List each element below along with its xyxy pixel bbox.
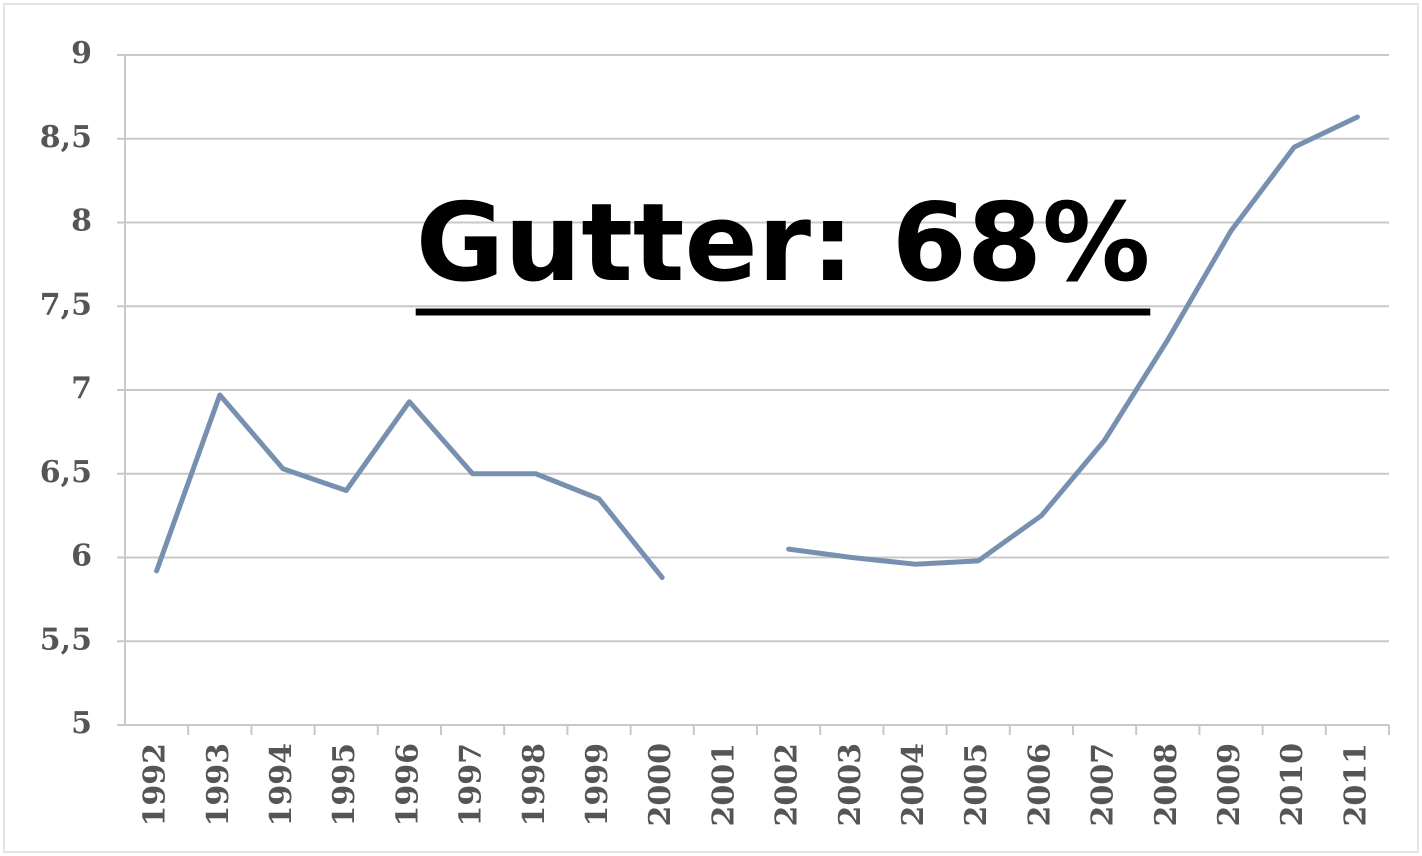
x-tick-label: 2004 [896, 743, 931, 827]
x-tick-label: 1999 [580, 743, 615, 827]
y-tick-label: 8,5 [40, 120, 92, 155]
x-tick-label: 1992 [138, 743, 173, 827]
x-tick-label: 2009 [1212, 743, 1247, 827]
x-tick-label: 2000 [643, 743, 678, 827]
x-tick-label: 2007 [1086, 743, 1121, 827]
x-tick-label: 2003 [833, 743, 868, 827]
y-tick-label: 5,5 [40, 622, 92, 657]
x-tick-label: 1998 [517, 743, 552, 827]
x-tick-label: 1994 [264, 743, 299, 827]
y-tick-label: 7,5 [40, 287, 92, 322]
y-tick-label: 9 [71, 36, 92, 71]
x-tick-label: 2011 [1338, 743, 1373, 827]
x-tick-label: 1995 [327, 743, 362, 827]
x-tick-label: 1997 [454, 743, 489, 827]
y-tick-label: 6 [71, 539, 92, 574]
x-tick-label: 2006 [1022, 743, 1057, 827]
annotation: Gutter: 68% [416, 181, 1151, 306]
y-tick-label: 5 [71, 706, 92, 741]
x-tick-label: 2008 [1149, 743, 1184, 827]
y-tick-label: 8 [71, 204, 92, 239]
x-tick-label: 2001 [706, 743, 741, 827]
x-tick-label: 1996 [390, 743, 425, 827]
y-tick-label: 7 [71, 371, 92, 406]
x-tick-label: 2005 [959, 743, 994, 827]
line-series [154, 114, 1360, 581]
chart-frame [3, 3, 1419, 853]
y-tick-label: 6,5 [40, 455, 92, 490]
x-tick-label: 1993 [201, 743, 236, 827]
x-tick-label: 2002 [770, 743, 805, 827]
x-tick-label: 2010 [1275, 743, 1310, 827]
